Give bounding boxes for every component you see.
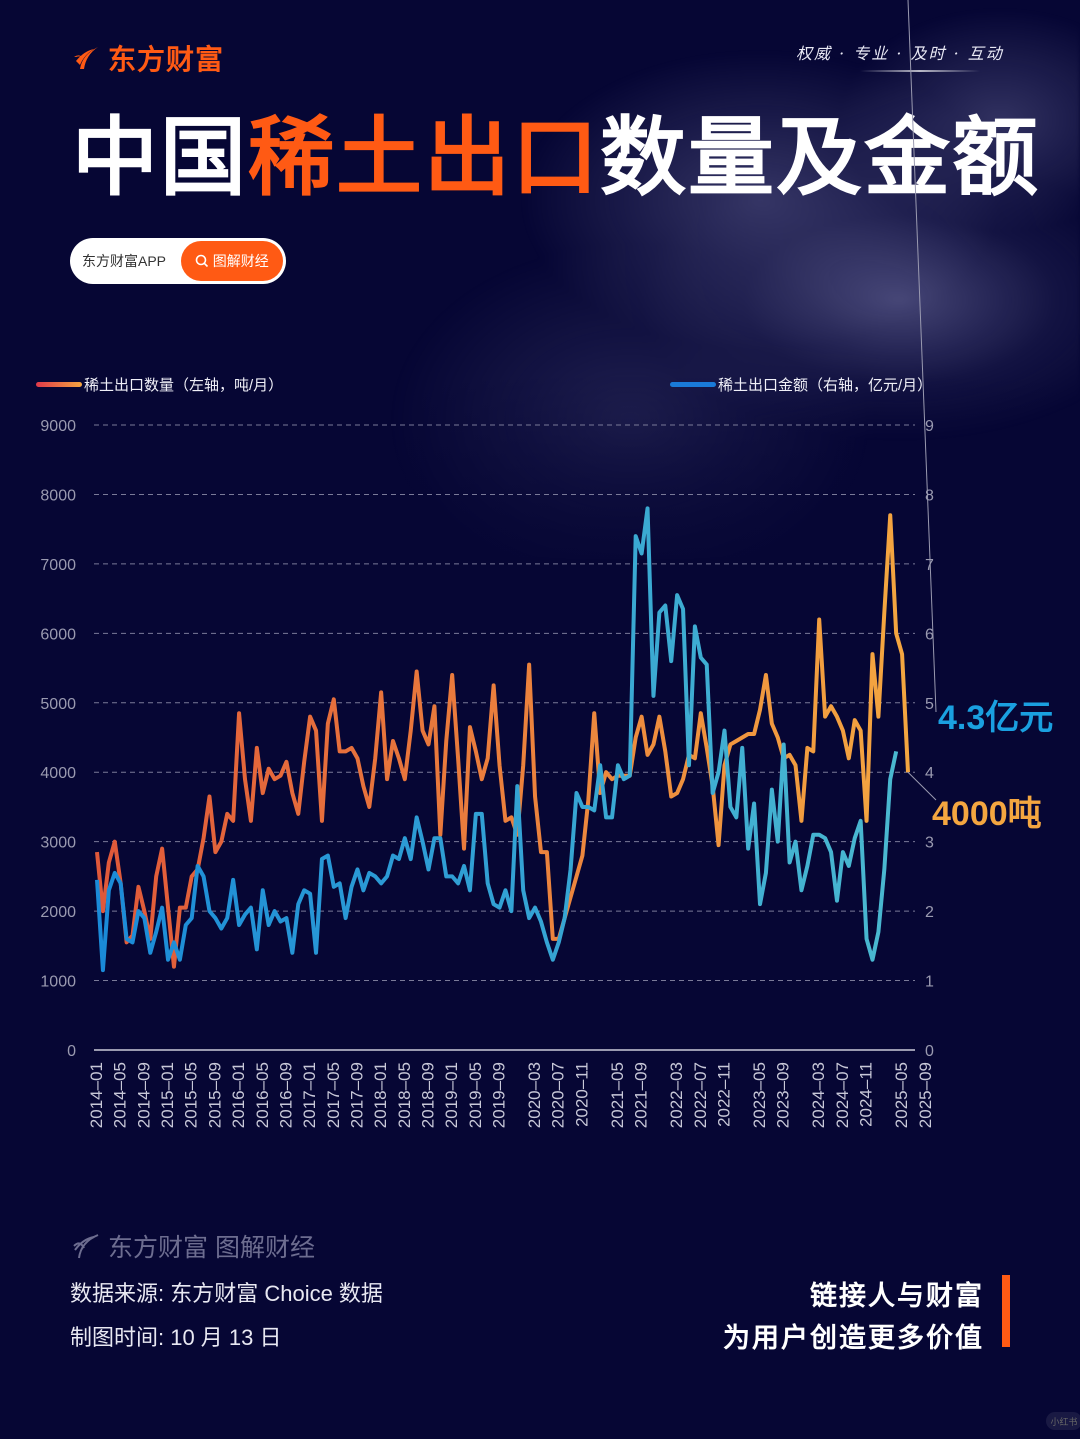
y-left-tick: 8000 <box>40 487 76 504</box>
x-tick-label: 2015–05 <box>182 1062 201 1128</box>
y-right-tick: 6 <box>925 626 934 643</box>
x-tick-label: 2019–01 <box>442 1062 461 1128</box>
y-right-tick: 7 <box>925 557 934 574</box>
y-left-tick: 0 <box>67 1043 76 1060</box>
y-left-tick: 3000 <box>40 835 76 852</box>
x-tick-label: 2016–01 <box>229 1062 248 1128</box>
x-tick-label: 2015–09 <box>205 1062 224 1128</box>
annotation-leader-quantity <box>907 771 937 801</box>
x-tick-label: 2025–09 <box>916 1062 935 1128</box>
x-tick-label: 2015–01 <box>158 1062 177 1128</box>
x-tick-label: 2014–01 <box>87 1062 106 1128</box>
x-tick-label: 2024–11 <box>857 1062 876 1127</box>
quantity-line <box>95 513 910 969</box>
x-tick-label: 2018–05 <box>395 1062 414 1128</box>
y-right-tick: 2 <box>925 904 934 921</box>
y-right-tick: 9 <box>925 418 934 435</box>
x-tick-label: 2020–07 <box>549 1062 568 1128</box>
brand-wing-outline-icon <box>73 1234 99 1259</box>
x-tick-label: 2019–09 <box>490 1062 509 1128</box>
data-source: 数据来源: 东方财富 Choice 数据 <box>70 1281 383 1306</box>
chart-date: 制图时间: 10 月 13 日 <box>70 1325 282 1350</box>
y-left-tick: 6000 <box>40 626 76 643</box>
legend-swatch-quantity <box>36 382 82 387</box>
x-tick-label: 2025–05 <box>892 1062 911 1128</box>
x-tick-label: 2022–07 <box>691 1062 710 1128</box>
x-tick-label: 2023–05 <box>750 1062 769 1128</box>
y-right-tick: 4 <box>925 765 934 782</box>
dual-axis-line-chart: 0 0 1000 1 2000 2 3000 3 4000 4 5000 5 6000 6 7000 7 800… <box>40 0 937 1128</box>
y-right-tick: 1 <box>925 974 934 991</box>
x-tick-label: 2024–03 <box>809 1062 828 1128</box>
motto-line-1: 链接人与财富 <box>810 1281 984 1311</box>
x-tick-label: 2022–11 <box>714 1062 733 1127</box>
y-left-tick: 4000 <box>40 765 76 782</box>
x-tick-label: 2023–09 <box>774 1062 793 1128</box>
motto-accent-bar <box>1002 1275 1010 1347</box>
y-left-tick: 7000 <box>40 557 76 574</box>
x-tick-label: 2021–09 <box>632 1062 651 1128</box>
y-right-tick: 3 <box>925 835 934 852</box>
x-tick-label: 2014–09 <box>134 1062 153 1128</box>
brand-wing-icon <box>74 47 98 69</box>
x-tick-label: 2018–01 <box>371 1062 390 1128</box>
y-left-tick: 2000 <box>40 904 76 921</box>
brand-logo: 东方财富 <box>72 38 224 78</box>
search-icon <box>195 254 208 268</box>
x-tick-label: 2019–05 <box>466 1062 485 1128</box>
y-right-tick: 8 <box>925 487 934 504</box>
legend-swatch-amount <box>670 382 716 387</box>
pill-search-button[interactable]: 图解财经 <box>180 241 283 281</box>
footer-logo: 东方财富 图解财经 <box>70 1228 315 1264</box>
pill-button-label: 图解财经 <box>212 253 269 269</box>
annotation-amount: 4.3亿元 <box>938 699 1054 737</box>
y-left-tick: 5000 <box>40 696 76 713</box>
x-tick-label: 2014–05 <box>111 1062 130 1128</box>
x-tick-label: 2022–03 <box>667 1062 686 1128</box>
x-tick-label: 2017–01 <box>300 1062 319 1128</box>
background-fade <box>0 0 1080 620</box>
y-left-tick: 1000 <box>40 974 76 991</box>
x-tick-label: 2016–05 <box>253 1062 272 1128</box>
slogan-underline <box>860 70 980 72</box>
title-prefix: 中国 <box>72 110 248 206</box>
x-tick-label: 2017–05 <box>324 1062 343 1128</box>
x-tick-label: 2021–05 <box>608 1062 627 1128</box>
x-tick-label: 2016–09 <box>276 1062 295 1128</box>
amount-line <box>95 506 899 973</box>
y-right-tick: 0 <box>925 1043 934 1060</box>
legend-quantity: 稀土出口数量（左轴，吨/月） <box>36 374 283 395</box>
pill-app-label: 东方财富APP <box>82 253 167 269</box>
x-tick-label: 2018–09 <box>419 1062 438 1128</box>
brand-name: 东方财富 <box>108 44 225 75</box>
y-right-tick: 5 <box>925 696 934 713</box>
x-tick-label: 2020–11 <box>572 1062 591 1127</box>
annotation-leader-amount <box>907 0 937 713</box>
app-search-pill[interactable]: 东方财富APP 图解财经 <box>70 238 286 284</box>
title-suffix: 数量及金额 <box>600 110 1040 206</box>
legend-label-amount: 稀土出口金额（右轴，亿元/月） <box>718 377 933 394</box>
annotation-quantity: 4000吨 <box>932 795 1042 833</box>
legend-amount: 稀土出口金额（右轴，亿元/月） <box>670 374 932 395</box>
watermark: 小红书 <box>1046 1412 1080 1430</box>
x-tick-label: 2024–07 <box>833 1062 852 1128</box>
motto-line-2: 为用户创造更多价值 <box>723 1323 984 1353</box>
x-tick-label: 2017–09 <box>347 1062 366 1128</box>
y-left-tick: 9000 <box>40 418 76 435</box>
slogan: 权威 · 专业 · 及时 · 互动 <box>796 44 1004 63</box>
page-title: 中国稀土出口数量及金额 <box>72 108 1040 208</box>
title-highlight: 稀土出口 <box>248 110 600 206</box>
legend-label-quantity: 稀土出口数量（左轴，吨/月） <box>84 377 284 394</box>
x-tick-label: 2020–03 <box>525 1062 544 1128</box>
footer-logo-text: 东方财富 图解财经 <box>108 1234 315 1262</box>
